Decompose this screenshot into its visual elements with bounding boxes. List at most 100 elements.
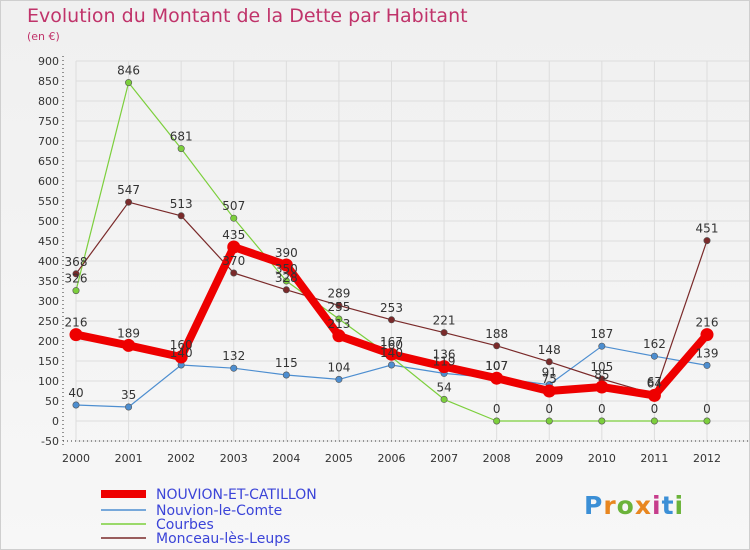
y-tick-label: 400 — [38, 255, 59, 268]
data-point — [177, 212, 185, 220]
data-labels: 216 189 160 435 390 213 167 136 107 75 85 64 216 — [65, 228, 719, 390]
data-point — [332, 329, 346, 343]
y-tick-label: 300 — [38, 295, 59, 308]
data-label: 160 — [380, 338, 403, 352]
data-label: 213 — [327, 317, 350, 331]
x-tick-label: 2010 — [588, 452, 616, 465]
data-label: 350 — [275, 262, 298, 276]
legend-label: Monceau-lès-Leups — [156, 531, 290, 547]
data-point — [335, 301, 343, 309]
data-point — [227, 240, 241, 254]
data-label: 0 — [598, 402, 606, 416]
data-label: 187 — [590, 327, 613, 341]
data-point — [440, 329, 448, 337]
data-label: 435 — [222, 228, 245, 242]
data-point — [650, 417, 658, 425]
y-tick-label: 200 — [38, 335, 59, 348]
data-point — [125, 198, 133, 206]
chart-subtitle: (en €) — [27, 30, 60, 43]
data-label: 162 — [643, 337, 666, 351]
x-tick-label: 2008 — [483, 452, 511, 465]
data-point — [703, 361, 711, 369]
logo-letter: t — [661, 491, 675, 520]
y-tick-label: 750 — [38, 115, 59, 128]
data-point — [122, 338, 136, 352]
data-label: 368 — [65, 255, 88, 269]
x-tick-label: 2001 — [115, 452, 143, 465]
data-point — [230, 364, 238, 372]
y-tick-label: 250 — [38, 315, 59, 328]
data-point — [598, 417, 606, 425]
data-labels: 326 846 681 507 350 255 160 54 0 0 0 0 0 — [65, 64, 711, 416]
data-label: 253 — [380, 301, 403, 315]
data-point — [493, 342, 501, 350]
data-point — [72, 287, 80, 295]
data-label: 104 — [327, 360, 350, 374]
proxiti-logo: Proxiti — [584, 491, 684, 520]
x-tick-label: 2004 — [272, 452, 300, 465]
data-label: 221 — [433, 314, 456, 328]
data-point — [69, 328, 83, 342]
data-label: 148 — [538, 343, 561, 357]
data-point — [490, 371, 504, 385]
x-tick-label: 2000 — [62, 452, 90, 465]
data-label: 35 — [121, 388, 136, 402]
data-point — [700, 328, 714, 342]
data-point — [230, 269, 238, 277]
x-tick-label: 2002 — [167, 452, 195, 465]
x-tick-label: 2009 — [535, 452, 563, 465]
data-label: 216 — [65, 316, 88, 330]
series-nouvion-et-catillon — [69, 240, 714, 402]
data-label: 0 — [493, 402, 501, 416]
x-tick-label: 2011 — [640, 452, 668, 465]
data-label: 85 — [594, 368, 609, 382]
x-tick-label: 2005 — [325, 452, 353, 465]
x-tick-label: 2006 — [378, 452, 406, 465]
y-tick-label: 500 — [38, 215, 59, 228]
data-label: 132 — [222, 349, 245, 363]
data-label: 846 — [117, 64, 140, 78]
data-point — [647, 388, 661, 402]
data-label: 188 — [485, 327, 508, 341]
data-label: 107 — [485, 359, 508, 373]
data-point — [387, 361, 395, 369]
data-label: 64 — [647, 376, 662, 390]
data-labels: 40 35 140 132 115 104 140 119 107 91 187 162 139 — [68, 327, 718, 402]
data-label: 289 — [327, 286, 350, 300]
data-point — [335, 375, 343, 383]
data-point — [545, 417, 553, 425]
series-monceau-l-s-leups — [72, 198, 711, 398]
data-label: 189 — [117, 326, 140, 340]
data-label: 40 — [68, 386, 83, 400]
data-point — [385, 347, 398, 361]
data-point — [595, 380, 609, 394]
data-point — [174, 350, 188, 364]
y-tick-label: 350 — [38, 275, 59, 288]
data-label: 328 — [275, 271, 298, 285]
series-nouvion-le-comte — [72, 342, 711, 411]
x-tick-label: 2003 — [220, 452, 248, 465]
logo-letter: o — [616, 491, 635, 520]
data-label: 119 — [433, 354, 456, 368]
data-label: 451 — [696, 222, 719, 236]
data-label: 0 — [703, 402, 711, 416]
data-label: 255 — [327, 300, 350, 314]
y-tick-label: 50 — [45, 395, 59, 408]
data-label: 75 — [542, 372, 557, 386]
data-point — [598, 342, 606, 350]
data-label: 326 — [65, 272, 88, 286]
y-tick-label: 450 — [38, 235, 59, 248]
data-label: 507 — [222, 199, 245, 213]
data-point — [282, 286, 290, 294]
data-point — [177, 145, 185, 153]
legend-label: Courbes — [156, 517, 214, 533]
data-labels: 368 547 513 370 328 289 253 221 188 148 105 67 451 — [65, 183, 719, 389]
y-tick-label: 100 — [38, 375, 59, 388]
data-label: 107 — [485, 359, 508, 373]
data-point — [282, 371, 290, 379]
data-point — [545, 358, 553, 366]
data-point — [440, 395, 448, 403]
data-point — [282, 277, 290, 285]
